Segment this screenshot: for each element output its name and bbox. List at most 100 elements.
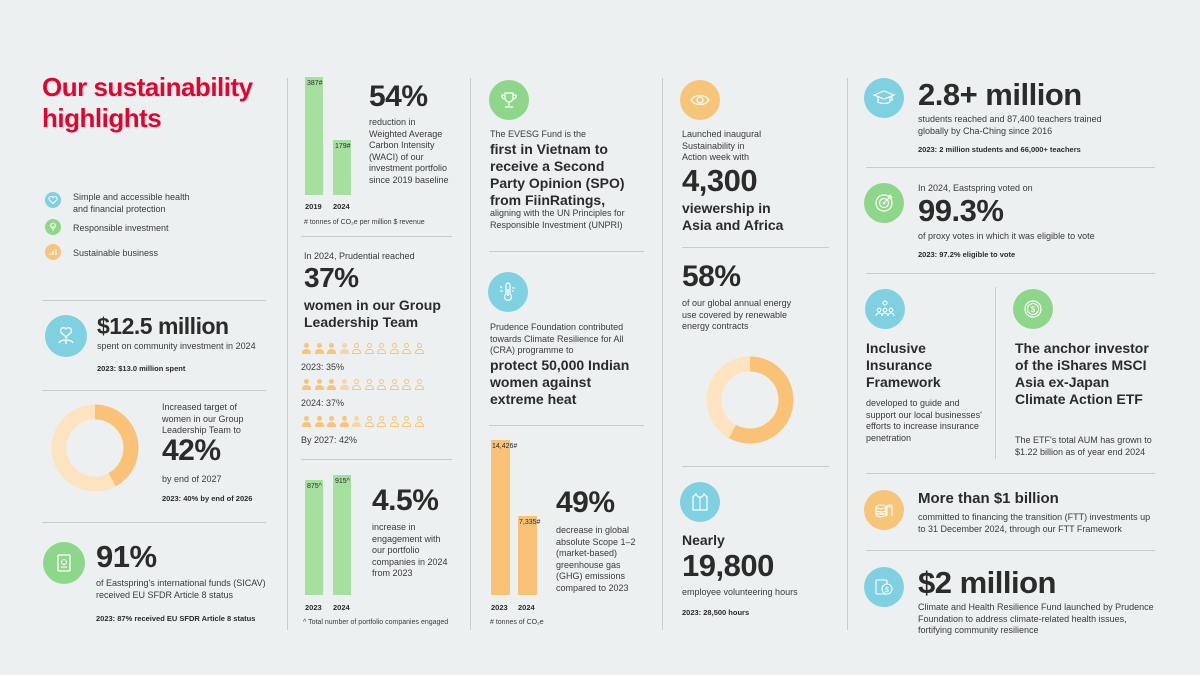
- volunteer-note: 2023: 28,500 hours: [682, 608, 750, 617]
- person-icon: [351, 416, 362, 427]
- proxy-note: 2023: 97.2% eligible to vote: [918, 250, 1016, 259]
- week-desc: viewership in Asia and Africa: [682, 200, 784, 233]
- women-target-value: 42%: [162, 434, 221, 467]
- students-note: 2023: 2 million students and 66,000+ tea…: [918, 145, 1081, 154]
- engagement-bar-label-2024: 915^: [335, 478, 350, 485]
- evesg-desc: aligning with the UN Principles for Resp…: [490, 208, 625, 230]
- energy-desc: of our global annual energy use covered …: [682, 298, 792, 331]
- waci-bar-2024: [333, 140, 351, 195]
- proxy-value: 99.3%: [918, 193, 1004, 228]
- energy-donut: [706, 356, 794, 444]
- person-icon: [326, 416, 337, 427]
- students-desc: students reached and 87,400 teachers tra…: [918, 114, 1102, 136]
- energy-value: 58%: [682, 260, 741, 293]
- engagement-bar-label-2023: 875^: [307, 483, 322, 491]
- person-icon: [389, 379, 400, 390]
- person-icon: [351, 343, 362, 354]
- legend-label-health: Simple and accessible health and financi…: [73, 192, 190, 214]
- document-icon: [43, 542, 85, 584]
- people-row-2027: [301, 414, 426, 432]
- energy-donut-arc: [706, 356, 794, 444]
- growth-icon: [45, 244, 61, 260]
- ghg-year-2023: 2023: [491, 603, 508, 612]
- person-icon: [376, 379, 387, 390]
- women-target-intro: Increased target of women in our Group L…: [162, 402, 244, 435]
- women-desc: women in our Group Leadership Team: [304, 297, 441, 330]
- engagement-year-2023: 2023: [305, 603, 322, 612]
- person-icon: [314, 343, 325, 354]
- community-note: 2023: $13.0 million spent: [97, 364, 186, 373]
- women-target-note: 2023: 40% by end of 2026: [162, 494, 253, 503]
- svg-text:$: $: [1031, 305, 1036, 314]
- heart-icon: [45, 192, 61, 208]
- women-value: 37%: [304, 262, 359, 293]
- person-icon: [376, 416, 387, 427]
- target-icon: [864, 183, 904, 223]
- person-icon: [414, 379, 425, 390]
- volunteer-intro: Nearly: [682, 532, 725, 548]
- person-icon: [401, 379, 412, 390]
- engagement-desc: increase in engagement with our portfoli…: [372, 522, 448, 578]
- etf-desc: The ETF's total AUM has grown to $1.22 b…: [1015, 435, 1152, 457]
- person-icon: [351, 379, 362, 390]
- person-icon: [301, 416, 312, 427]
- person-icon: [326, 379, 337, 390]
- person-icon: [401, 343, 412, 354]
- engagement-bar-2024: [333, 475, 351, 595]
- ftt-headline: More than $1 billion: [918, 490, 1059, 507]
- ftt-desc: committed to financing the transition (F…: [918, 512, 1151, 534]
- leaf-icon: [45, 219, 61, 235]
- person-icon: [364, 379, 375, 390]
- waci-desc: reduction in Weighted Average Carbon Int…: [369, 117, 449, 185]
- thermometer-icon: [488, 272, 528, 312]
- waci-footnote: # tonnes of CO₂e per million $ revenue: [304, 219, 425, 226]
- cra-headline: protect 50,000 Indian women against extr…: [490, 357, 630, 407]
- insurance-headline: Inclusive Insurance Framework: [866, 340, 941, 390]
- waci-value: 54%: [369, 80, 428, 113]
- svg-text:$: $: [885, 587, 889, 594]
- coin-icon: $: [1013, 289, 1053, 329]
- coin-stack-icon: [864, 490, 904, 530]
- ghg-desc: decrease in global absolute Scope 1–2 (m…: [556, 525, 636, 593]
- people-label-2024: 2024: 37%: [301, 398, 345, 408]
- people-group-icon: [865, 289, 905, 329]
- engagement-value: 4.5%: [372, 484, 439, 517]
- person-icon: [301, 343, 312, 354]
- ghg-bar-label-2023: 14,426#: [492, 443, 518, 450]
- money-icon: $: [864, 567, 904, 607]
- community-value: $12.5 million: [97, 313, 229, 339]
- person-icon: [314, 379, 325, 390]
- engagement-bar-2023: [305, 480, 323, 595]
- women-target-donut-arc: [51, 404, 139, 492]
- heart-hands-icon: [45, 315, 87, 357]
- sicav-note: 2023: 87% received EU SFDR Article 8 sta…: [96, 614, 256, 623]
- person-icon: [389, 416, 400, 427]
- person-icon: [364, 416, 375, 427]
- sicav-value: 91%: [96, 539, 157, 574]
- fund-desc: Climate and Health Resilience Fund launc…: [918, 602, 1154, 635]
- evesg-headline: first in Vietnam to receive a Second Par…: [490, 141, 625, 208]
- waci-year-2024: 2024: [333, 202, 350, 211]
- ghg-bar-2023: [491, 440, 510, 595]
- person-icon: [339, 379, 350, 390]
- sicav-desc: of Eastspring's international funds (SIC…: [96, 578, 266, 600]
- fund-value: $2 million: [918, 565, 1056, 600]
- evesg-intro: The EVESG Fund is the: [490, 129, 587, 139]
- people-row-2024: [301, 377, 426, 395]
- proxy-desc: of proxy votes in which it was eligible …: [918, 231, 1095, 241]
- cra-intro: Prudence Foundation contributed towards …: [490, 322, 624, 355]
- etf-headline: The anchor investor of the iShares MSCI …: [1015, 340, 1149, 407]
- ghg-footnote: # tonnes of CO₂e: [490, 619, 544, 626]
- community-desc: spent on community investment in 2024: [97, 341, 256, 351]
- ghg-year-2024: 2024: [518, 603, 535, 612]
- trophy-icon: [489, 80, 529, 120]
- engagement-footnote: ^ Total number of portfolio companies en…: [303, 619, 449, 626]
- people-row-2023: [301, 341, 426, 359]
- ghg-bar-label-2024: 7,335#: [519, 519, 541, 527]
- person-icon: [376, 343, 387, 354]
- person-icon: [389, 343, 400, 354]
- legend-label-business: Sustainable business: [73, 248, 159, 258]
- week-value: 4,300: [682, 163, 758, 198]
- people-label-2023: 2023: 35%: [301, 362, 345, 372]
- people-label-2027: By 2027: 42%: [301, 435, 358, 445]
